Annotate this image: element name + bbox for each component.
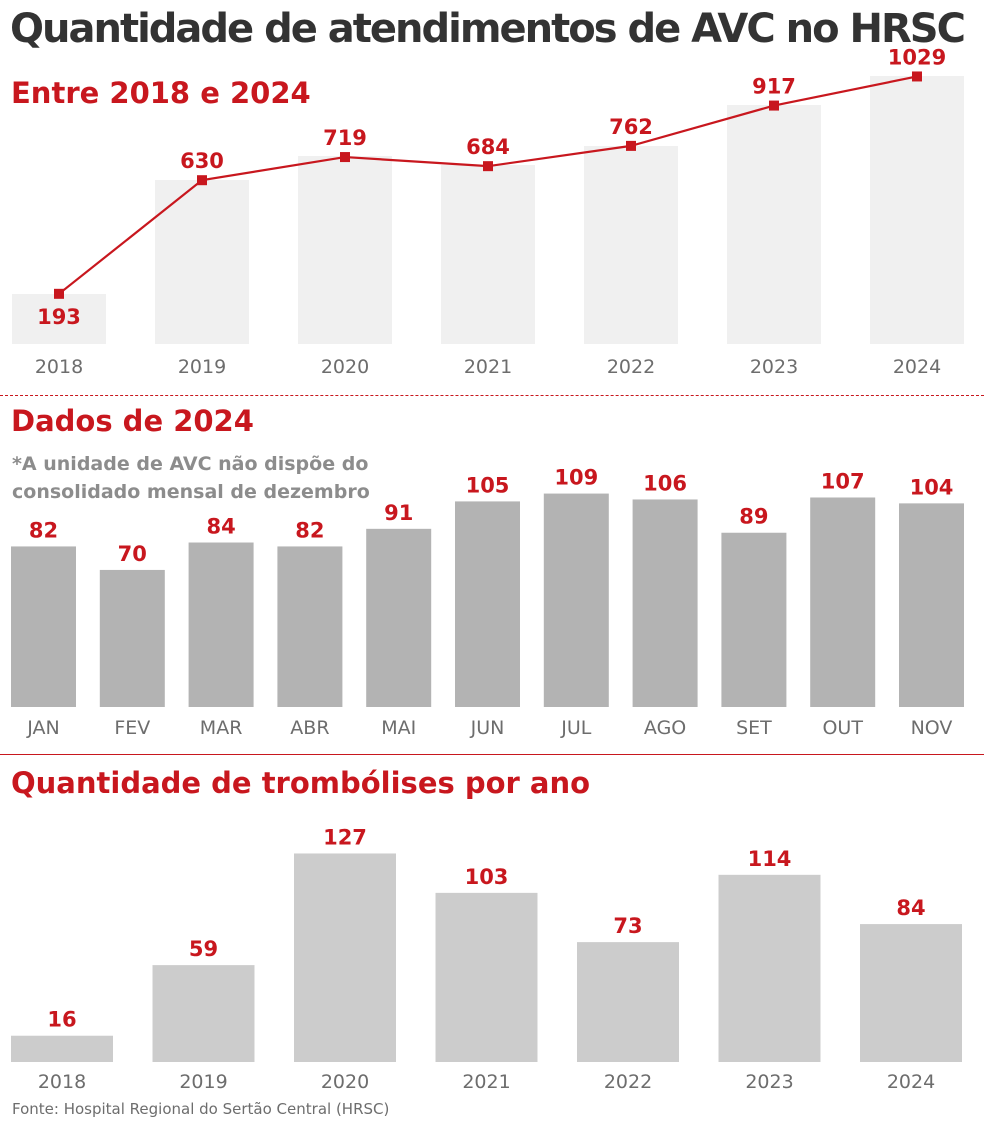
data-point-2019 <box>197 175 207 186</box>
data-label-fev: 70 <box>118 542 147 566</box>
data-label-set: 89 <box>739 505 768 529</box>
section-title-2018-2024: Entre 2018 e 2024 <box>11 76 311 110</box>
page-title: Quantidade de atendimentos de AVC no HRS… <box>10 6 966 52</box>
data-label-2024: 1029 <box>888 45 946 69</box>
section-divider-dashed <box>0 395 984 396</box>
tick-label-2018: 2018 <box>38 1071 86 1093</box>
data-point-2020 <box>340 152 350 163</box>
data-point-2023 <box>769 100 779 111</box>
data-label-2019: 630 <box>180 149 224 173</box>
data-label-jul: 109 <box>554 466 598 490</box>
data-label-2020: 719 <box>323 126 367 150</box>
section-divider-solid <box>0 754 984 755</box>
tick-label-2018: 2018 <box>35 356 83 378</box>
data-label-2022: 762 <box>609 115 653 139</box>
tick-label-out: OUT <box>822 717 863 739</box>
data-label-2023: 917 <box>752 75 796 99</box>
footnote-line-2: consolidado mensal de dezembro <box>12 481 370 503</box>
tick-label-2022: 2022 <box>604 1071 652 1093</box>
data-point-2021 <box>483 161 493 172</box>
background-column-2023 <box>727 105 821 344</box>
background-column-2024 <box>870 76 964 344</box>
data-label-abr: 82 <box>295 518 324 542</box>
data-label-jun: 105 <box>466 473 510 497</box>
tick-label-2023: 2023 <box>750 356 798 378</box>
tick-label-mar: MAR <box>200 717 243 739</box>
tick-label-abr: ABR <box>290 717 329 739</box>
background-column-2020 <box>298 156 392 344</box>
data-label-2021: 684 <box>466 135 510 159</box>
tick-label-2019: 2019 <box>179 1071 227 1093</box>
section-title-trombolises: Quantidade de trombólises por ano <box>11 766 591 800</box>
data-label-2019: 59 <box>189 937 218 961</box>
data-label-2018: 193 <box>37 305 81 329</box>
data-label-2018: 16 <box>47 1008 76 1032</box>
data-label-mai: 91 <box>384 501 413 525</box>
tick-label-fev: FEV <box>114 717 150 739</box>
data-point-2022 <box>626 140 636 151</box>
tick-label-set: SET <box>736 717 772 739</box>
bar-fev <box>99 569 165 707</box>
tick-label-2021: 2021 <box>462 1071 510 1093</box>
tick-label-nov: NOV <box>911 717 953 739</box>
tick-label-2020: 2020 <box>321 1071 369 1093</box>
bar-ago <box>632 499 698 707</box>
background-column-2019 <box>155 180 249 344</box>
footnote-line-1: *A unidade de AVC não dispõe do <box>12 453 369 475</box>
tick-label-jul: JUL <box>560 717 592 739</box>
tick-label-mai: MAI <box>381 717 416 739</box>
line-chart-atendimentos: 193 2018 630 2019 719 2020 684 2021 762 2022 917 20… <box>12 45 964 378</box>
footnote-december: *A unidade de AVC não dispõe do consolid… <box>12 450 370 506</box>
bar-set <box>721 532 787 707</box>
data-point-2018 <box>54 288 64 299</box>
tick-label-2021: 2021 <box>464 356 512 378</box>
bar-2021 <box>435 892 538 1062</box>
background-column-2018 <box>12 294 106 344</box>
bar-2022 <box>577 942 679 1062</box>
bar-2024 <box>860 924 962 1062</box>
data-label-mar: 84 <box>206 515 235 539</box>
tick-label-2024: 2024 <box>893 356 941 378</box>
tick-label-jun: JUN <box>470 717 505 739</box>
data-label-2021: 103 <box>465 865 509 889</box>
data-label-2020: 127 <box>323 825 367 849</box>
tick-label-jan: JAN <box>26 717 59 739</box>
bar-jun <box>455 501 520 707</box>
background-column-2022 <box>584 146 678 344</box>
source-note: Fonte: Hospital Regional do Sertão Centr… <box>12 1100 390 1118</box>
data-label-2022: 73 <box>613 914 642 938</box>
bar-abr <box>277 546 343 707</box>
data-label-2024: 84 <box>896 896 925 920</box>
tick-label-2022: 2022 <box>607 356 655 378</box>
tick-label-2023: 2023 <box>745 1071 793 1093</box>
bar-jan <box>11 546 76 707</box>
tick-label-2019: 2019 <box>178 356 226 378</box>
bar-mar <box>188 542 254 707</box>
section-title-2024: Dados de 2024 <box>11 404 254 438</box>
data-point-2024 <box>912 71 922 82</box>
tick-label-ago: AGO <box>644 717 686 739</box>
bar-mai <box>366 528 432 707</box>
tick-label-2020: 2020 <box>321 356 369 378</box>
bar-out <box>810 497 876 707</box>
bar-2019 <box>152 965 255 1062</box>
bar-chart-trombolises: 16 2018 59 2019 127 2020 103 2021 73 2022 114 2023 8… <box>11 825 962 1093</box>
bar-2023 <box>718 874 821 1062</box>
bar-jul <box>543 493 609 707</box>
data-label-ago: 106 <box>643 471 687 495</box>
bar-chart-monthly-2024: 82 JAN 70 FEV 84 MAR 82 ABR 91 MAI 105 JUN 109 JUL 106… <box>11 466 964 739</box>
data-label-nov: 104 <box>910 475 954 499</box>
tick-label-2024: 2024 <box>887 1071 935 1093</box>
bar-2018 <box>11 1035 113 1062</box>
data-label-jan: 82 <box>29 518 58 542</box>
background-column-2021 <box>441 165 535 344</box>
data-label-2023: 114 <box>748 847 792 871</box>
bar-nov <box>899 503 964 707</box>
bar-2020 <box>294 853 396 1062</box>
data-label-out: 107 <box>821 469 865 493</box>
